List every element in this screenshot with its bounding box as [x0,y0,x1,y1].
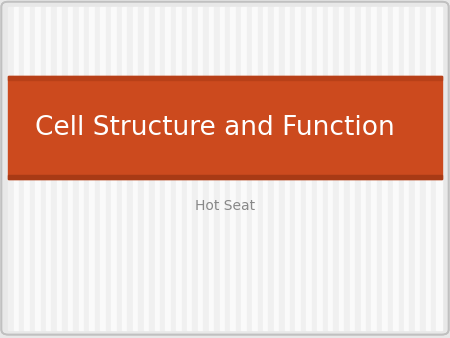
Bar [393,7,399,330]
Bar [68,7,73,330]
Bar [410,7,415,330]
Bar [350,7,355,330]
Bar [344,7,350,330]
Bar [149,7,154,330]
Bar [296,7,301,330]
Bar [111,7,117,330]
Bar [323,7,328,330]
Bar [203,7,209,330]
Bar [35,7,40,330]
Bar [193,7,198,330]
Bar [62,7,68,330]
Bar [333,7,339,330]
Bar [431,7,436,330]
Bar [247,7,252,330]
Bar [14,7,19,330]
Bar [436,7,442,330]
Bar [274,7,279,330]
Bar [366,7,371,330]
Bar [57,7,62,330]
Bar [399,7,404,330]
Bar [285,7,290,330]
Bar [317,7,323,330]
Bar [90,7,95,330]
Bar [360,7,366,330]
Bar [306,7,312,330]
Bar [290,7,296,330]
Bar [8,76,442,80]
Bar [30,7,35,330]
Bar [160,7,165,330]
Bar [209,7,214,330]
Bar [144,7,149,330]
Bar [187,7,193,330]
Bar [84,7,90,330]
Bar [420,7,426,330]
Bar [165,7,171,330]
Bar [382,7,388,330]
Bar [312,7,317,330]
Bar [241,7,247,330]
Bar [225,7,230,330]
Bar [198,7,203,330]
Bar [415,7,420,330]
Bar [404,7,410,330]
Bar [95,7,100,330]
Bar [426,7,431,330]
Bar [301,7,306,330]
Bar [171,7,176,330]
Bar [388,7,393,330]
Bar [220,7,225,330]
Bar [19,7,24,330]
Bar [328,7,333,330]
Bar [133,7,138,330]
Bar [40,7,46,330]
Bar [355,7,360,330]
Bar [214,7,220,330]
Bar [263,7,268,330]
Bar [252,7,257,330]
Bar [46,7,51,330]
Bar [182,7,187,330]
Bar [122,7,127,330]
Bar [236,7,241,330]
Bar [176,7,182,330]
Bar [117,7,122,330]
Bar [8,7,14,330]
Bar [268,7,274,330]
Bar [257,7,263,330]
Bar [106,7,111,330]
Bar [339,7,344,330]
Text: Hot Seat: Hot Seat [195,199,255,213]
Bar [154,7,160,330]
Bar [24,7,30,330]
Bar [79,7,84,330]
Bar [279,7,285,330]
Bar [8,76,442,179]
Bar [127,7,133,330]
Bar [100,7,106,330]
Bar [377,7,382,330]
Bar [138,7,144,330]
Bar [51,7,57,330]
Bar [230,7,236,330]
Bar [8,175,442,179]
Text: Cell Structure and Function: Cell Structure and Function [35,115,395,141]
Bar [371,7,377,330]
Bar [73,7,79,330]
